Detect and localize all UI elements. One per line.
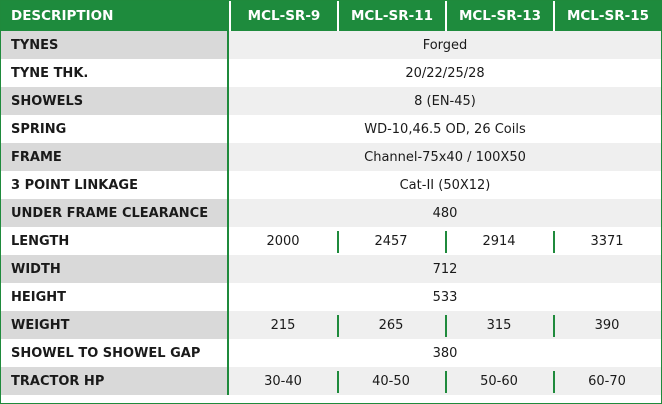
row-value-mcl-sr-15: 3371 bbox=[553, 227, 661, 255]
table-header-row: DESCRIPTION MCL-SR-9 MCL-SR-11 MCL-SR-13… bbox=[1, 1, 661, 31]
row-label: SHOWEL TO SHOWEL GAP bbox=[1, 339, 229, 367]
header-model-mcl-sr-13: MCL-SR-13 bbox=[445, 1, 553, 31]
row-value: 8 (EN-45) bbox=[414, 93, 476, 109]
row-value: Channel-75x40 / 100X50 bbox=[364, 149, 526, 165]
row-value: 380 bbox=[432, 345, 458, 361]
table-row-height: HEIGHT 533 bbox=[1, 283, 661, 311]
header-model-mcl-sr-15: MCL-SR-15 bbox=[553, 1, 661, 31]
table-row-frame: FRAME Channel-75x40 / 100X50 bbox=[1, 143, 661, 171]
row-value-mcl-sr-13: 2914 bbox=[445, 227, 553, 255]
table-row-tynes: TYNES Forged bbox=[1, 31, 661, 59]
row-label: FRAME bbox=[1, 143, 229, 171]
row-value-mcl-sr-11: 2457 bbox=[337, 227, 445, 255]
header-description: DESCRIPTION bbox=[1, 1, 229, 31]
row-value: 712 bbox=[432, 261, 458, 277]
row-value-mcl-sr-9: 2000 bbox=[266, 233, 300, 249]
row-value: Forged bbox=[422, 37, 468, 53]
row-label: TYNES bbox=[1, 31, 229, 59]
table-row-showel-to-showel-gap: SHOWEL TO SHOWEL GAP 380 bbox=[1, 339, 661, 367]
table-row-tractor-hp: TRACTOR HP 30-40 40-50 50-60 60-70 bbox=[1, 367, 661, 395]
row-value-mcl-sr-13: 315 bbox=[445, 311, 553, 339]
row-label: TYNE THK. bbox=[1, 59, 229, 87]
header-model-mcl-sr-9: MCL-SR-9 bbox=[229, 1, 337, 31]
row-value-mcl-sr-11: 265 bbox=[337, 311, 445, 339]
table-row-3-point-linkage: 3 POINT LINKAGE Cat-II (50X12) bbox=[1, 171, 661, 199]
row-label: TRACTOR HP bbox=[1, 367, 229, 395]
row-value: Cat-II (50X12) bbox=[399, 177, 491, 193]
row-value: 20/22/25/28 bbox=[405, 65, 485, 81]
table-row-width: WIDTH 712 bbox=[1, 255, 661, 283]
header-model-mcl-sr-11: MCL-SR-11 bbox=[337, 1, 445, 31]
row-label: UNDER FRAME CLEARANCE bbox=[1, 199, 229, 227]
row-value-mcl-sr-9: 30-40 bbox=[264, 373, 302, 389]
row-label: SPRING bbox=[1, 115, 229, 143]
table-row-spring: SPRING WD-10,46.5 OD, 26 Coils bbox=[1, 115, 661, 143]
row-value-mcl-sr-11: 40-50 bbox=[337, 367, 445, 395]
row-value-mcl-sr-13: 50-60 bbox=[445, 367, 553, 395]
row-value: 533 bbox=[432, 289, 458, 305]
table-row-showels: SHOWELS 8 (EN-45) bbox=[1, 87, 661, 115]
row-label: HEIGHT bbox=[1, 283, 229, 311]
row-label: LENGTH bbox=[1, 227, 229, 255]
table-row-under-frame-clearance: UNDER FRAME CLEARANCE 480 bbox=[1, 199, 661, 227]
row-value-mcl-sr-15: 390 bbox=[553, 311, 661, 339]
row-label: 3 POINT LINKAGE bbox=[1, 171, 229, 199]
row-value: WD-10,46.5 OD, 26 Coils bbox=[364, 121, 526, 137]
row-value-mcl-sr-15: 60-70 bbox=[553, 367, 661, 395]
row-label: WEIGHT bbox=[1, 311, 229, 339]
table-row-weight: WEIGHT 215 265 315 390 bbox=[1, 311, 661, 339]
row-label: SHOWELS bbox=[1, 87, 229, 115]
row-value: 480 bbox=[432, 205, 458, 221]
row-label: WIDTH bbox=[1, 255, 229, 283]
table-row-length: LENGTH 2000 2457 2914 3371 bbox=[1, 227, 661, 255]
row-value-mcl-sr-9: 215 bbox=[270, 317, 296, 333]
table-row-tyne-thk: TYNE THK. 20/22/25/28 bbox=[1, 59, 661, 87]
